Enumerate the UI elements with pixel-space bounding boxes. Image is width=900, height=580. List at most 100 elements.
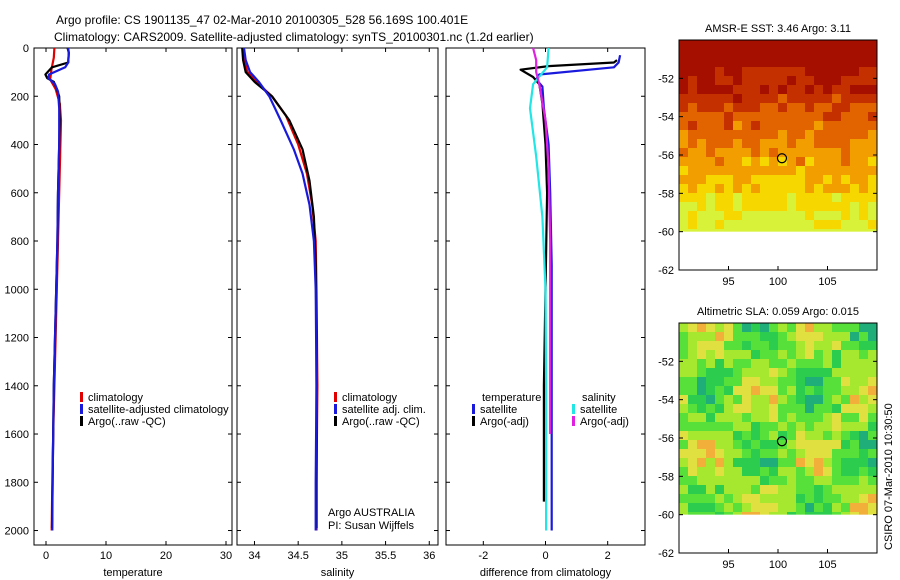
sla-map-cell	[805, 449, 814, 458]
sst-map-cell	[679, 76, 688, 85]
sst-map-cell	[859, 184, 868, 193]
sla-map-cell	[796, 413, 805, 422]
sla-map-cell	[760, 485, 769, 494]
sla-map-cell	[679, 422, 688, 431]
sla-map-cell	[823, 494, 832, 503]
sst-map-cell	[832, 229, 841, 232]
sst-map-cell	[715, 40, 724, 49]
difference-legend-swatch-0-1	[472, 404, 475, 414]
sst-map-cell	[697, 166, 706, 175]
salinity-panel: 34 34.5 35 35.5 36 salinity climatologysatelli…	[236, 47, 439, 579]
sst-map-cell	[760, 40, 769, 49]
sst-map-cell	[706, 157, 715, 166]
sst-map-cell	[706, 85, 715, 94]
sst-map-cell	[841, 157, 850, 166]
sst-map-cell	[769, 58, 778, 67]
sla-map-cell	[778, 431, 787, 440]
sla-map-cell	[724, 368, 733, 377]
sst-map-cell	[787, 49, 796, 58]
sst-map-cell	[688, 85, 697, 94]
sst-map-cell	[769, 121, 778, 130]
sla-map-cell	[796, 359, 805, 368]
sla-map-cell	[751, 503, 760, 512]
sla-map-cell	[787, 422, 796, 431]
sla-map-cell	[733, 386, 742, 395]
sla-map-cell	[724, 494, 733, 503]
sla-map-cell	[814, 395, 823, 404]
sla-map-cell	[751, 476, 760, 485]
sst-map-cell	[769, 49, 778, 58]
sst-map-cell	[805, 166, 814, 175]
sla-map-cell	[823, 368, 832, 377]
sla-map-cell	[742, 323, 751, 332]
sla-map-cell	[769, 458, 778, 467]
sla-map-cell	[679, 341, 688, 350]
sla-map-cell	[832, 494, 841, 503]
sla-map-cell	[742, 467, 751, 476]
sla-map-cell	[697, 467, 706, 476]
sla-map-cell	[823, 512, 832, 515]
sla-map-cell	[679, 359, 688, 368]
temperature-legend-swatch-1	[80, 404, 83, 414]
sst-map-cell	[832, 103, 841, 112]
sla-map-cell	[733, 431, 742, 440]
sla-map-cell	[850, 476, 859, 485]
sla-map-cell	[823, 422, 832, 431]
sst-map-cell	[706, 202, 715, 211]
sla-map-cell	[679, 323, 688, 332]
sst-map-cell	[841, 202, 850, 211]
sla-map-cell	[742, 422, 751, 431]
sst-map-cell	[823, 166, 832, 175]
sst-map-cell	[859, 157, 868, 166]
sla-map-cell	[733, 359, 742, 368]
sst-map-cell	[841, 139, 850, 148]
sst-map-cell	[787, 103, 796, 112]
sla-map-cell	[796, 404, 805, 413]
sla-map-cell	[733, 395, 742, 404]
salinity-x-tick-label-0: 34	[248, 550, 260, 562]
sst-map-cell	[760, 121, 769, 130]
sla-map-cell	[715, 323, 724, 332]
sst-map-cell	[742, 58, 751, 67]
sla-map-cell	[760, 350, 769, 359]
sst-map-cell	[823, 94, 832, 103]
sst-map-cell	[715, 202, 724, 211]
sst-map-cell	[742, 112, 751, 121]
sst-map-cell	[868, 193, 877, 202]
header-line-2: Climatology: CARS2009. Satellite-adjuste…	[54, 30, 534, 44]
sla-map-cell	[742, 377, 751, 386]
sst-map-cell	[850, 85, 859, 94]
sla-map-cell	[742, 332, 751, 341]
sla-map-cell	[742, 512, 751, 515]
sst-map-cell	[724, 40, 733, 49]
sla-map-cell	[706, 395, 715, 404]
sla-map-cell	[751, 404, 760, 413]
sst-map-cell	[706, 184, 715, 193]
sla-map-cell	[850, 512, 859, 515]
sla-map-cell	[679, 467, 688, 476]
sst-map-cell	[697, 175, 706, 184]
sla-map-cell	[679, 395, 688, 404]
sst-map-cell	[715, 58, 724, 67]
temperature-y-tick-label-9: 1800	[5, 477, 29, 489]
sst-map-cell	[688, 166, 697, 175]
sla-map-cell	[796, 395, 805, 404]
sst-map-cell	[868, 40, 877, 49]
sst-map-cell	[769, 148, 778, 157]
sla-map-cell	[751, 422, 760, 431]
sst-map-cell	[733, 130, 742, 139]
sla-map-cell	[841, 440, 850, 449]
sst-map-cell	[832, 58, 841, 67]
sst-map-cell	[805, 139, 814, 148]
sst-map-cell	[841, 49, 850, 58]
header-line-1: Argo profile: CS 1901135_47 02-Mar-2010 …	[56, 13, 468, 27]
sst-map-cell	[751, 148, 760, 157]
sla-map-cell	[724, 395, 733, 404]
sla-map-cell	[796, 512, 805, 515]
sla-map-cell	[715, 449, 724, 458]
sst-map-cell	[679, 148, 688, 157]
sla-map-cell	[850, 440, 859, 449]
sla-map-cell	[868, 440, 877, 449]
sla-map-cell	[751, 395, 760, 404]
sla-map-cell	[769, 323, 778, 332]
